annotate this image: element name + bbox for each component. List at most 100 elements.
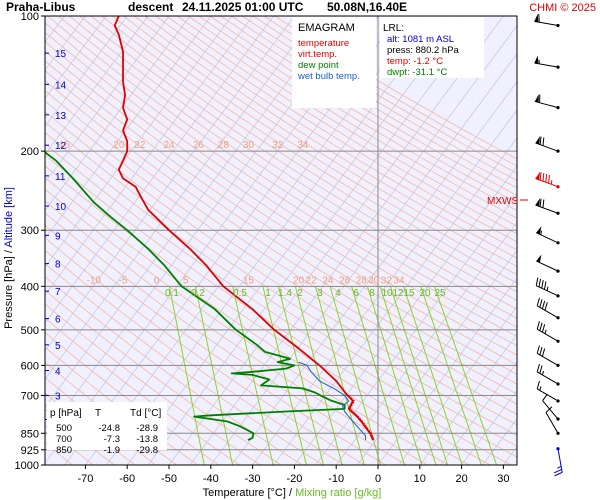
wind-barb-shaft bbox=[536, 352, 559, 366]
wind-barb-flag bbox=[536, 297, 540, 306]
isotherm-grid-line bbox=[231, 81, 517, 465]
altitude-tick-label: 4 bbox=[55, 367, 61, 378]
wind-barb bbox=[536, 254, 560, 273]
dry-adiabat bbox=[47, 16, 517, 328]
wind-barb-pennant bbox=[535, 171, 541, 180]
y-axis-title-pressure: Pressure [hPa] bbox=[3, 256, 15, 329]
isotherm-grid-line bbox=[45, 16, 191, 212]
lrl-dwpt: dwpt: -31.1 °C bbox=[387, 67, 447, 78]
y-axis-title: Pressure [hPa] / Altitude [km] bbox=[3, 187, 15, 329]
dry-adiabat-label: 20 bbox=[113, 140, 125, 151]
x-axis-title-mixing: Mixing ratio [g/kg] bbox=[295, 487, 381, 499]
dry-adiabat-label: 5 bbox=[183, 275, 189, 286]
wind-barb-shaft bbox=[536, 328, 559, 342]
isotherm-grid-line bbox=[294, 165, 517, 465]
wind-barb-pennant bbox=[534, 94, 539, 103]
isotherm-grid-line bbox=[126, 16, 462, 465]
dry-adiabat bbox=[45, 100, 517, 415]
wind-barb-shaft bbox=[534, 20, 559, 27]
altitude-tick-label: 8 bbox=[55, 260, 61, 271]
wind-barb-flag bbox=[544, 302, 548, 311]
dry-adiabat bbox=[58, 16, 517, 319]
wind-barb-pennant bbox=[536, 226, 542, 235]
wind-barb-flag bbox=[541, 348, 546, 357]
wind-barb-shaft bbox=[536, 232, 559, 244]
wind-barb-flag bbox=[542, 199, 545, 208]
wind-barb-flag bbox=[536, 363, 540, 373]
wind-barb bbox=[535, 198, 560, 215]
lrl-temp: temp: -1.2 °C bbox=[387, 56, 443, 67]
dry-adiabat-label: 22 bbox=[134, 140, 146, 151]
wind-barb-flag bbox=[541, 280, 544, 289]
table-cell: -7.3 bbox=[104, 434, 120, 445]
temperature-tick-label: -60 bbox=[119, 473, 135, 485]
wind-barb bbox=[534, 13, 560, 28]
dry-adiabat-label: 26 bbox=[193, 140, 205, 151]
header-datetime: 24.11.2025 01:00 UTC bbox=[182, 0, 304, 14]
altitude-tick-label: 5 bbox=[55, 341, 61, 352]
wind-barb bbox=[536, 226, 560, 245]
wind-barb bbox=[553, 447, 563, 477]
dry-adiabat bbox=[123, 16, 517, 267]
dry-adiabat-label: 15 bbox=[243, 275, 255, 286]
wind-barb-shaft bbox=[534, 100, 559, 109]
dry-adiabat-label: -5 bbox=[119, 275, 128, 286]
wind-barb-station bbox=[556, 447, 560, 451]
dewpoint-line bbox=[45, 151, 346, 441]
pressure-tick-label: 100 bbox=[21, 11, 39, 23]
isotherm-grid-line bbox=[45, 16, 170, 184]
x-axis-title-temperature: Temperature [°C] bbox=[203, 487, 286, 499]
altitude-tick-label: 11 bbox=[55, 172, 66, 183]
mixing-ratio-line bbox=[366, 286, 423, 465]
wind-barb-flag bbox=[539, 136, 542, 145]
wind-barb-flag bbox=[541, 324, 546, 333]
mixing-ratio-line bbox=[168, 286, 205, 465]
dry-adiabat-label: 30 bbox=[243, 140, 255, 151]
wind-barb-flag bbox=[539, 365, 543, 374]
table-cell: 850 bbox=[56, 445, 72, 456]
mixing-ratio-line bbox=[390, 286, 449, 465]
dry-adiabat bbox=[209, 16, 517, 204]
wind-barb-station bbox=[556, 382, 560, 386]
altitude-tick-label: 14 bbox=[55, 80, 67, 91]
wind-barb bbox=[536, 321, 560, 343]
isotherm-grid-line bbox=[419, 333, 517, 465]
summary-table bbox=[47, 402, 167, 450]
dry-adiabat bbox=[45, 80, 517, 395]
mixing-ratio-line bbox=[294, 286, 343, 465]
legend-item-3: wet bulb temp. bbox=[297, 71, 360, 82]
mixing-ratio-label: 12 bbox=[392, 288, 404, 299]
wind-barb-station bbox=[556, 339, 560, 343]
wind-barb-station bbox=[556, 294, 560, 298]
wind-barb-flag bbox=[539, 322, 543, 331]
dry-adiabat-label: 22 bbox=[306, 275, 318, 286]
wind-barb-pennant bbox=[536, 254, 542, 263]
dry-adiabat-label: 0 bbox=[154, 275, 160, 286]
isotherm-grid-line bbox=[398, 305, 517, 465]
wind-barb-flag bbox=[539, 299, 543, 308]
dry-adiabat bbox=[198, 16, 517, 212]
temperature-tick-label: 30 bbox=[497, 473, 509, 485]
dry-adiabat-label: 34 bbox=[297, 140, 309, 151]
mixing-ratio-label: 25 bbox=[434, 288, 446, 299]
dry-adiabat bbox=[45, 90, 517, 405]
temperature-tick-label: -10 bbox=[328, 473, 344, 485]
wind-barb-flag bbox=[538, 278, 542, 288]
isotherm-grid-line bbox=[440, 361, 517, 465]
isotherm-grid-line bbox=[314, 193, 517, 465]
wind-barb-shaft bbox=[535, 204, 559, 214]
mixing-ratio-line bbox=[420, 286, 482, 465]
temperature-line bbox=[113, 16, 374, 441]
dry-adiabat bbox=[112, 16, 517, 276]
mixing-ratio-line bbox=[403, 286, 463, 465]
wind-barb-flag bbox=[554, 471, 563, 477]
dry-adiabat-label: 28 bbox=[356, 275, 368, 286]
header-coords: 50.08N,16.40E bbox=[327, 0, 407, 14]
wind-barb-flag bbox=[538, 13, 540, 23]
dry-adiabat bbox=[68, 16, 517, 310]
wind-barb-pennant bbox=[534, 55, 539, 64]
wind-barb-station bbox=[556, 106, 560, 110]
isotherm-grid-line bbox=[189, 25, 517, 465]
isotherm-grid-line bbox=[147, 16, 483, 465]
x-axis-title: Temperature [°C] / Mixing ratio [g/kg] bbox=[203, 487, 382, 499]
